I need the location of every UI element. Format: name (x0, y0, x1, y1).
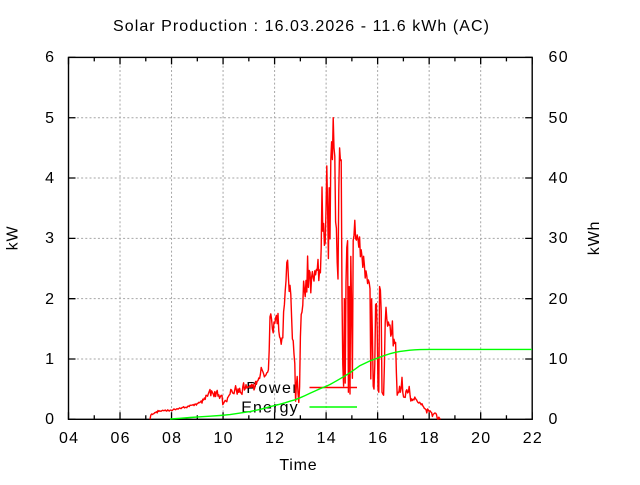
svg-text:22: 22 (523, 430, 543, 447)
svg-text:6: 6 (45, 49, 54, 66)
svg-text:Time: Time (279, 457, 317, 474)
svg-text:5: 5 (45, 110, 54, 127)
svg-text:12: 12 (265, 430, 285, 447)
svg-text:10: 10 (549, 351, 569, 368)
svg-text:04: 04 (59, 430, 79, 447)
svg-text:Power: Power (246, 380, 299, 397)
svg-text:0: 0 (549, 411, 558, 428)
svg-text:0: 0 (45, 411, 54, 428)
svg-text:3: 3 (45, 230, 54, 247)
svg-text:2: 2 (45, 291, 54, 308)
svg-text:30: 30 (549, 230, 569, 247)
svg-text:14: 14 (317, 430, 337, 447)
svg-text:20: 20 (549, 291, 569, 308)
svg-text:08: 08 (162, 430, 182, 447)
svg-text:4: 4 (45, 170, 54, 187)
svg-text:06: 06 (110, 430, 130, 447)
svg-text:kW: kW (5, 226, 22, 251)
svg-text:10: 10 (213, 430, 233, 447)
svg-text:50: 50 (549, 110, 569, 127)
svg-text:Solar Production : 16.03.2026: Solar Production : 16.03.2026 - 11.6 kWh… (113, 18, 490, 35)
svg-text:Energy: Energy (241, 400, 299, 417)
svg-text:40: 40 (549, 170, 569, 187)
svg-text:1: 1 (45, 351, 54, 368)
svg-text:18: 18 (420, 430, 440, 447)
svg-text:60: 60 (549, 49, 569, 66)
svg-text:20: 20 (471, 430, 491, 447)
svg-text:kWh: kWh (586, 221, 603, 255)
svg-text:16: 16 (368, 430, 388, 447)
